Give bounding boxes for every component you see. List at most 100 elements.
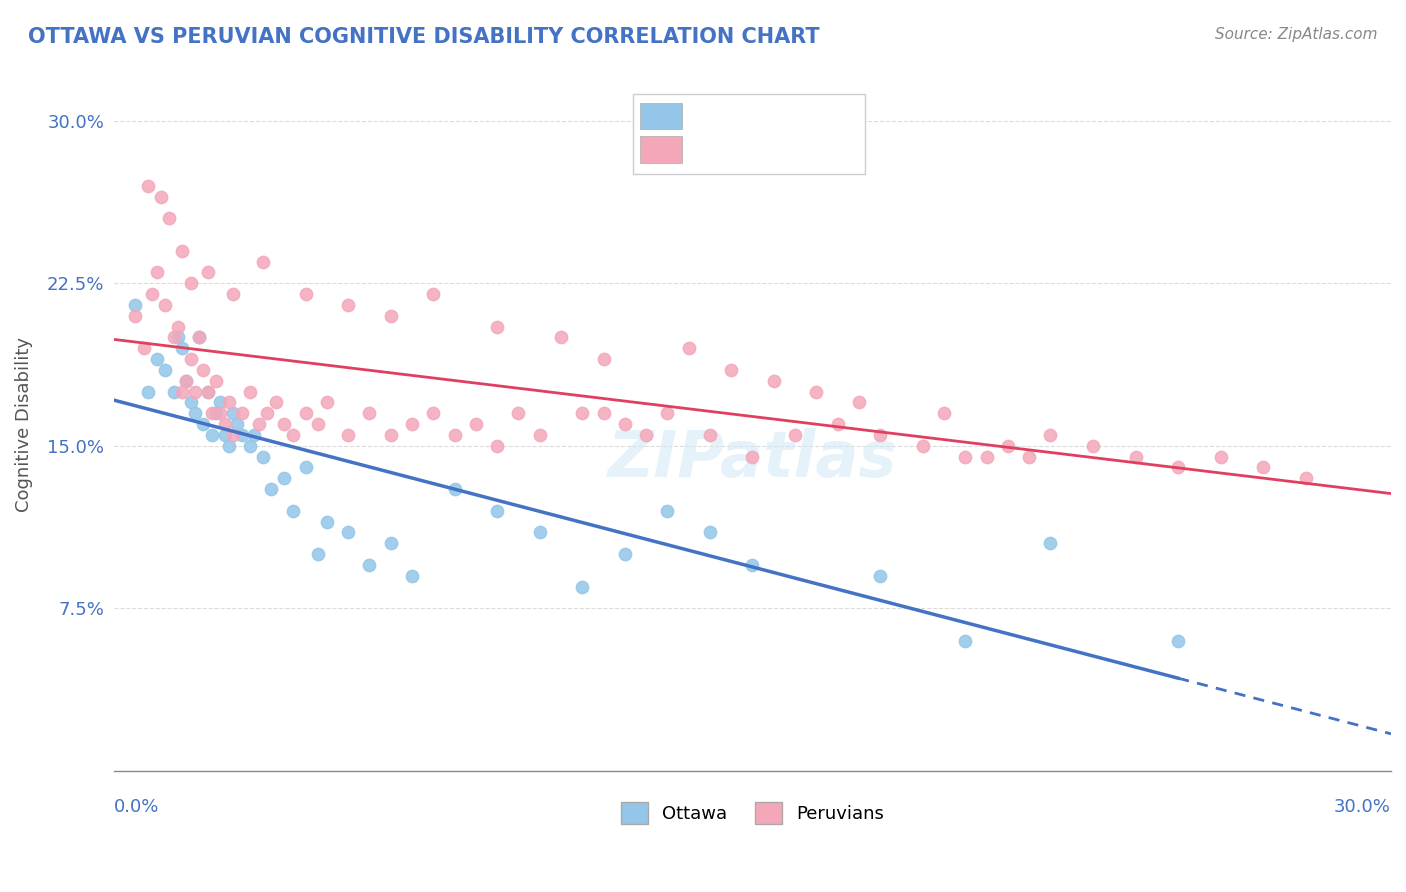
Point (193, 363, 215, 377)
Point (136, 178, 159, 193)
Point (124, 309, 146, 323)
Point (264, 395, 287, 409)
Point (231, 406, 253, 420)
Point (337, 428, 360, 442)
Point (252, 254, 274, 268)
Point (976, 450, 998, 464)
Point (188, 330, 211, 344)
Point (214, 428, 236, 442)
Point (226, 417, 249, 431)
Point (294, 406, 316, 420)
Point (592, 406, 614, 420)
Text: R =: R = (692, 138, 734, 158)
Point (443, 428, 465, 442)
Point (1167, 633, 1189, 648)
Point (188, 330, 211, 344)
Point (1253, 460, 1275, 475)
Point (184, 406, 207, 420)
Point (401, 417, 423, 431)
Point (571, 406, 593, 420)
Point (911, 439, 934, 453)
Point (172, 384, 194, 399)
Point (153, 363, 176, 377)
Point (180, 395, 202, 409)
Point (180, 277, 202, 291)
Point (380, 428, 402, 442)
Point (443, 482, 465, 496)
Point (1209, 450, 1232, 464)
Text: N =: N = (780, 104, 824, 124)
Point (180, 352, 202, 367)
Point (1039, 428, 1062, 442)
Point (157, 211, 180, 226)
Point (678, 341, 700, 355)
Point (529, 428, 551, 442)
Point (380, 309, 402, 323)
Text: -0.014: -0.014 (720, 138, 789, 158)
Point (359, 558, 381, 572)
Point (422, 287, 444, 301)
Point (209, 406, 232, 420)
Point (720, 363, 742, 377)
Point (1081, 439, 1104, 453)
Point (955, 633, 977, 648)
Point (218, 439, 240, 453)
Point (256, 406, 278, 420)
Point (153, 298, 176, 312)
Point (1125, 450, 1147, 464)
Point (294, 287, 316, 301)
Point (380, 536, 402, 550)
Point (176, 374, 198, 388)
Point (145, 265, 167, 279)
Point (508, 406, 530, 420)
Point (273, 471, 295, 485)
Point (613, 547, 636, 561)
Point (783, 428, 806, 442)
Text: 83: 83 (808, 138, 835, 158)
Point (869, 428, 891, 442)
Point (281, 504, 304, 518)
Point (932, 406, 955, 420)
Point (222, 406, 245, 420)
Point (657, 406, 679, 420)
Point (1167, 460, 1189, 475)
Point (176, 374, 198, 388)
Point (550, 330, 572, 344)
Point (201, 428, 224, 442)
Point (307, 547, 329, 561)
Point (337, 298, 360, 312)
Point (231, 428, 253, 442)
Point (307, 417, 329, 431)
Point (197, 384, 219, 399)
Point (613, 417, 636, 431)
Point (315, 515, 337, 529)
Point (184, 384, 207, 399)
Point (205, 374, 228, 388)
Point (1039, 536, 1062, 550)
Point (401, 568, 423, 582)
Point (239, 439, 262, 453)
Point (741, 558, 763, 572)
Point (529, 525, 551, 540)
Text: OTTAWA VS PERUVIAN COGNITIVE DISABILITY CORRELATION CHART: OTTAWA VS PERUVIAN COGNITIVE DISABILITY … (28, 27, 820, 46)
Y-axis label: Cognitive Disability: Cognitive Disability (15, 336, 32, 512)
Point (762, 374, 785, 388)
Point (571, 580, 593, 594)
Point (162, 330, 184, 344)
Point (806, 384, 828, 399)
Point (359, 406, 381, 420)
Point (486, 504, 509, 518)
Point (205, 406, 228, 420)
Point (294, 460, 316, 475)
Point (464, 417, 486, 431)
Point (422, 406, 444, 420)
Point (201, 406, 224, 420)
Point (252, 450, 274, 464)
Point (166, 319, 188, 334)
Point (197, 384, 219, 399)
Legend: Ottawa, Peruvians: Ottawa, Peruvians (621, 802, 884, 824)
Point (657, 504, 679, 518)
Text: 46: 46 (808, 104, 835, 124)
Text: Source: ZipAtlas.com: Source: ZipAtlas.com (1215, 27, 1378, 42)
Point (141, 287, 163, 301)
